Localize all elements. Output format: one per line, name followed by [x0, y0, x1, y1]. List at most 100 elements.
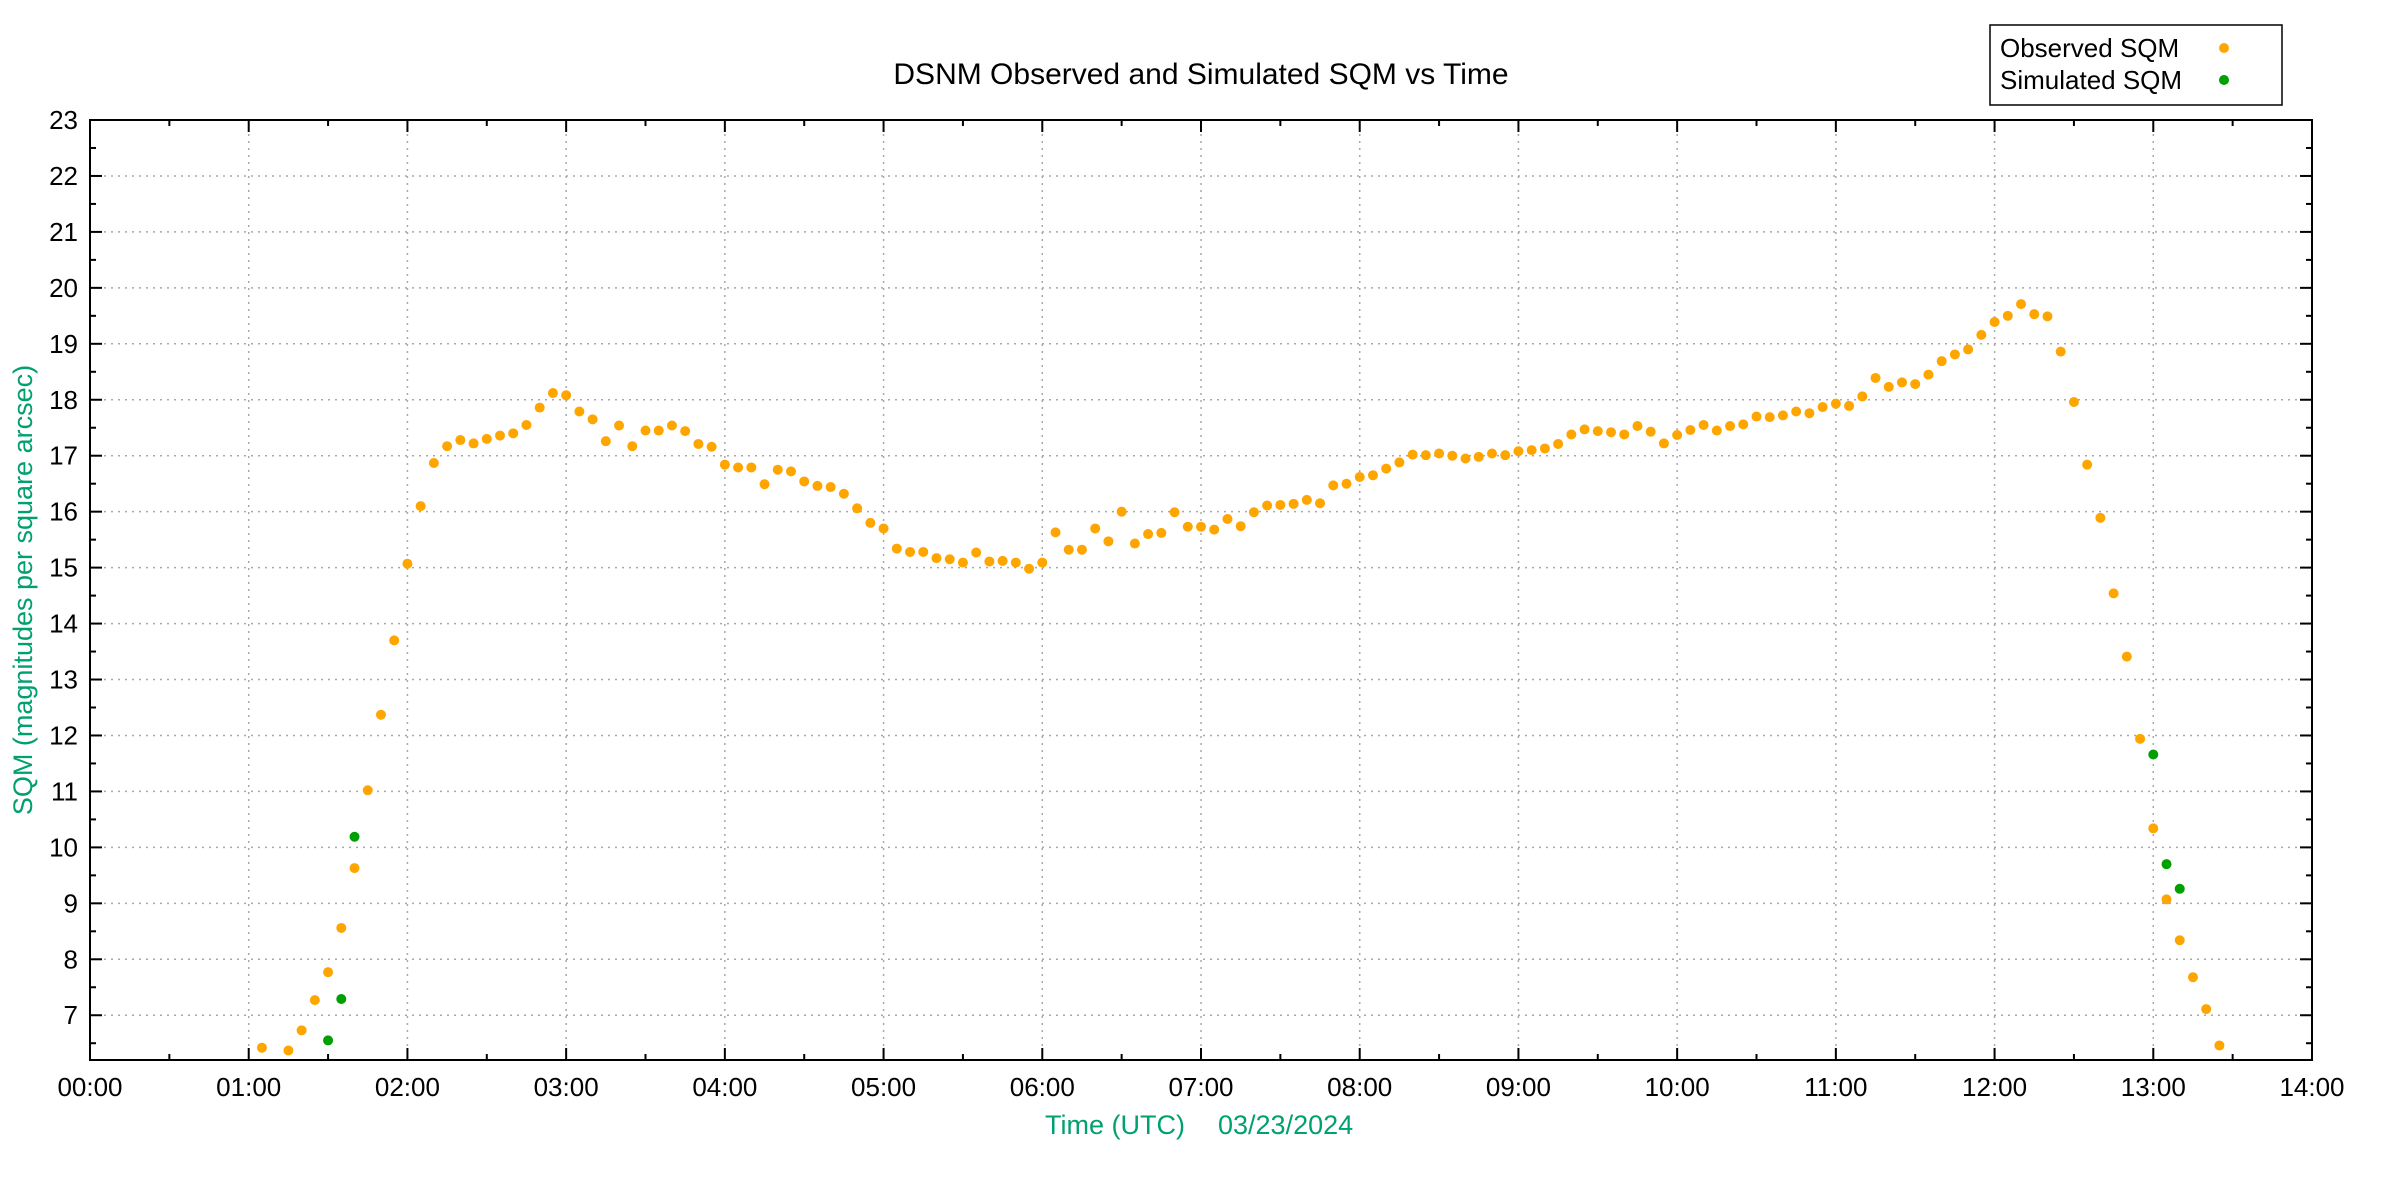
data-point-observed-sqm — [1619, 429, 1630, 440]
data-point-observed-sqm — [256, 1042, 267, 1053]
data-point-observed-sqm — [785, 466, 796, 477]
data-point-observed-sqm — [1645, 426, 1656, 437]
data-point-observed-sqm — [1341, 478, 1352, 489]
data-point-observed-sqm — [574, 406, 585, 417]
y-tick-label: 12 — [49, 720, 78, 750]
data-point-observed-sqm — [1513, 446, 1524, 457]
data-point-observed-sqm — [1156, 527, 1167, 538]
data-point-observed-sqm — [2135, 733, 2146, 744]
legend-box — [1989, 24, 2283, 106]
grid-layer — [90, 120, 2312, 1060]
data-point-observed-sqm — [1235, 521, 1246, 532]
x-tick-label: 00:00 — [57, 1072, 122, 1102]
data-point-observed-sqm — [508, 428, 519, 439]
data-point-observed-sqm — [1010, 557, 1021, 568]
x-tick-label: 08:00 — [1327, 1072, 1392, 1102]
data-point-observed-sqm — [561, 390, 572, 401]
y-tick-label: 16 — [49, 497, 78, 527]
data-point-observed-sqm — [1936, 356, 1947, 367]
data-point-observed-sqm — [1116, 506, 1127, 517]
data-point-observed-sqm — [2161, 894, 2172, 905]
data-point-observed-sqm — [1447, 450, 1458, 461]
data-point-observed-sqm — [389, 635, 400, 646]
data-point-observed-sqm — [1103, 536, 1114, 547]
data-point-observed-sqm — [600, 436, 611, 447]
data-point-observed-sqm — [997, 555, 1008, 566]
data-point-observed-sqm — [283, 1045, 294, 1056]
data-point-observed-sqm — [1367, 470, 1378, 481]
data-point-observed-sqm — [825, 482, 836, 493]
data-point-simulated-sqm — [2148, 749, 2159, 760]
data-point-observed-sqm — [1777, 410, 1788, 421]
data-point-observed-sqm — [1830, 398, 1841, 409]
data-point-observed-sqm — [1804, 408, 1815, 419]
data-point-observed-sqm — [415, 501, 426, 512]
x-tick-label: 03:00 — [534, 1072, 599, 1102]
x-tick-label: 09:00 — [1486, 1072, 1551, 1102]
data-point-observed-sqm — [1963, 344, 1974, 355]
y-tick-label: 23 — [49, 105, 78, 135]
data-point-observed-sqm — [1883, 381, 1894, 392]
data-point-observed-sqm — [1658, 438, 1669, 449]
y-tick-label: 7 — [64, 1000, 78, 1030]
data-point-observed-sqm — [1037, 557, 1048, 568]
data-point-observed-sqm — [349, 863, 360, 874]
data-point-observed-sqm — [1711, 425, 1722, 436]
data-point-observed-sqm — [1592, 426, 1603, 437]
data-point-observed-sqm — [2108, 588, 2119, 599]
data-point-observed-sqm — [1672, 430, 1683, 441]
data-point-observed-sqm — [1050, 527, 1061, 538]
data-point-observed-sqm — [1473, 451, 1484, 462]
x-axis-label-group: Time (UTC) 03/23/2024 — [1045, 1110, 1353, 1140]
y-tick-label: 10 — [49, 832, 78, 862]
data-point-observed-sqm — [1791, 406, 1802, 417]
data-point-observed-sqm — [375, 709, 386, 720]
data-point-observed-sqm — [1500, 450, 1511, 461]
data-point-observed-sqm — [1262, 500, 1273, 511]
data-point-observed-sqm — [1315, 498, 1326, 509]
x-tick-label: 12:00 — [1962, 1072, 2027, 1102]
data-point-simulated-sqm — [336, 994, 347, 1005]
data-point-observed-sqm — [1698, 419, 1709, 430]
y-tick-label: 11 — [51, 776, 78, 806]
data-point-observed-sqm — [2029, 309, 2040, 320]
y-tick-label: 14 — [49, 609, 78, 639]
y-tick-label: 17 — [49, 441, 78, 471]
data-point-observed-sqm — [362, 785, 373, 796]
data-point-observed-sqm — [534, 402, 545, 413]
data-point-observed-sqm — [495, 430, 506, 441]
legend-label-simulated: Simulated SQM — [2000, 65, 2182, 95]
data-point-observed-sqm — [1328, 480, 1339, 491]
data-point-observed-sqm — [323, 967, 334, 978]
data-point-observed-sqm — [309, 995, 320, 1006]
data-point-simulated-sqm — [2174, 883, 2185, 894]
x-axis-label: Time (UTC) — [1045, 1110, 1185, 1140]
data-point-observed-sqm — [1539, 443, 1550, 454]
y-tick-label: 13 — [49, 665, 78, 695]
data-point-observed-sqm — [521, 419, 532, 430]
data-point-observed-sqm — [2068, 397, 2079, 407]
data-point-observed-sqm — [2121, 651, 2132, 662]
data-point-observed-sqm — [2042, 311, 2053, 322]
data-point-observed-sqm — [1526, 445, 1537, 456]
data-point-observed-sqm — [2187, 972, 2198, 983]
data-point-observed-sqm — [2016, 299, 2027, 310]
data-point-simulated-sqm — [323, 1035, 334, 1046]
x-tick-label: 05:00 — [851, 1072, 916, 1102]
y-tick-label: 22 — [49, 161, 78, 191]
data-point-observed-sqm — [1275, 499, 1286, 510]
data-point-observed-sqm — [2148, 823, 2159, 834]
data-point-observed-sqm — [2201, 1004, 2212, 1015]
x-axis-date-label: 03/23/2024 — [1218, 1110, 1353, 1140]
data-point-observed-sqm — [918, 546, 929, 557]
data-point-observed-sqm — [1910, 379, 1921, 390]
data-point-observed-sqm — [1632, 421, 1643, 432]
data-point-observed-sqm — [2174, 935, 2185, 946]
data-point-observed-sqm — [1090, 523, 1101, 534]
x-tick-label: 14:00 — [2279, 1072, 2344, 1102]
data-point-observed-sqm — [1566, 429, 1577, 440]
data-point-observed-sqm — [1024, 563, 1035, 574]
data-point-observed-sqm — [1248, 507, 1259, 518]
data-point-observed-sqm — [1606, 427, 1617, 438]
